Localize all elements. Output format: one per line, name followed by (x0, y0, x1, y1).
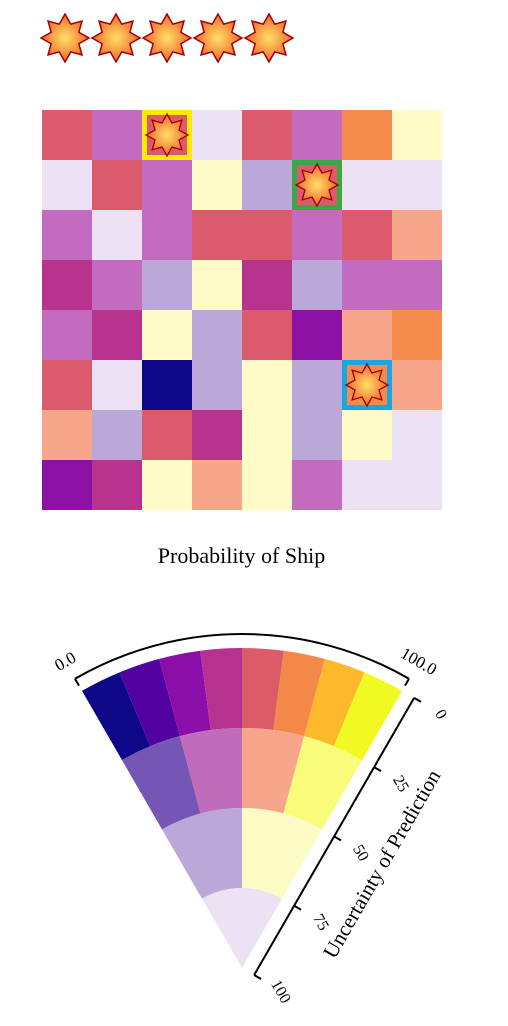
grid-cell[interactable] (142, 160, 192, 210)
grid-cell[interactable] (192, 210, 242, 260)
grid-cell[interactable] (392, 160, 442, 210)
grid-cell[interactable] (292, 360, 342, 410)
grid-cell[interactable] (92, 460, 142, 510)
hit-marker (145, 113, 190, 158)
grid-cell[interactable] (292, 410, 342, 460)
grid-cell[interactable] (42, 410, 92, 460)
grid-cell[interactable] (192, 110, 242, 160)
grid-cell[interactable] (392, 310, 442, 360)
grid-cell[interactable] (342, 460, 392, 510)
grid-cell[interactable] (142, 460, 192, 510)
grid-cell[interactable] (242, 410, 292, 460)
uncertainty-tick-label: 100 (267, 977, 294, 1006)
hit-marker (345, 363, 390, 408)
grid-cell[interactable] (192, 360, 242, 410)
starburst-icon (346, 364, 388, 406)
grid-cell[interactable] (142, 360, 192, 410)
grid-cell[interactable] (392, 410, 442, 460)
grid-cell[interactable] (142, 210, 192, 260)
grid-cell[interactable] (292, 260, 342, 310)
grid-cell[interactable] (342, 260, 392, 310)
starburst-icon (92, 14, 140, 62)
grid-cell[interactable] (242, 160, 292, 210)
grid-cell[interactable] (342, 110, 392, 160)
grid-cell[interactable] (342, 410, 392, 460)
starburst-icon (296, 164, 338, 206)
grid-cell[interactable] (92, 110, 142, 160)
grid-cell[interactable] (192, 410, 242, 460)
grid-cell[interactable] (242, 110, 292, 160)
grid-cell[interactable] (242, 460, 292, 510)
grid-cell[interactable] (92, 260, 142, 310)
grid-cell[interactable] (142, 260, 192, 310)
starburst-icon (194, 14, 242, 62)
legend-segment (202, 888, 282, 968)
grid-cell[interactable] (392, 460, 442, 510)
grid-cell[interactable] (242, 310, 292, 360)
grid-cell[interactable] (392, 210, 442, 260)
star-rating (40, 12, 300, 64)
grid-cell[interactable] (192, 460, 242, 510)
starburst-icon (41, 14, 89, 62)
grid-cell[interactable] (292, 210, 342, 260)
grid-cell[interactable] (142, 410, 192, 460)
grid-cell[interactable] (42, 210, 92, 260)
grid-cell[interactable] (92, 160, 142, 210)
grid-cell[interactable] (42, 310, 92, 360)
grid-cell[interactable] (42, 160, 92, 210)
grid-cell[interactable] (242, 210, 292, 260)
grid-cell[interactable] (92, 310, 142, 360)
grid-cell[interactable] (292, 460, 342, 510)
grid-cell[interactable] (192, 310, 242, 360)
grid-cell[interactable] (392, 110, 442, 160)
grid-cell[interactable] (242, 360, 292, 410)
grid-cell[interactable] (92, 210, 142, 260)
starburst-icon (245, 14, 293, 62)
grid-cell[interactable] (242, 260, 292, 310)
grid-cell[interactable] (192, 160, 242, 210)
grid-cell[interactable] (42, 360, 92, 410)
value-axis-max-label: 100.0 (397, 643, 440, 679)
value-axis-min-label: 0.0 (51, 648, 79, 675)
grid-cell[interactable] (92, 360, 142, 410)
hit-marker (295, 163, 340, 208)
grid-cell[interactable] (392, 260, 442, 310)
grid-cell[interactable] (342, 310, 392, 360)
grid-cell[interactable] (42, 110, 92, 160)
grid-cell[interactable] (342, 210, 392, 260)
grid-cell[interactable] (392, 360, 442, 410)
grid-cell[interactable] (42, 260, 92, 310)
grid-cell[interactable] (42, 460, 92, 510)
grid-cell[interactable] (192, 260, 242, 310)
grid-cell[interactable] (142, 310, 192, 360)
starburst-icon (143, 14, 191, 62)
starburst-icon (146, 114, 188, 156)
probability-grid (42, 110, 442, 510)
grid-cell[interactable] (292, 310, 342, 360)
grid-cell[interactable] (92, 410, 142, 460)
grid-cell[interactable] (342, 160, 392, 210)
uncertainty-tick-label: 0 (431, 707, 450, 722)
grid-cell[interactable] (292, 110, 342, 160)
grid-title: Probability of Ship (0, 543, 483, 569)
